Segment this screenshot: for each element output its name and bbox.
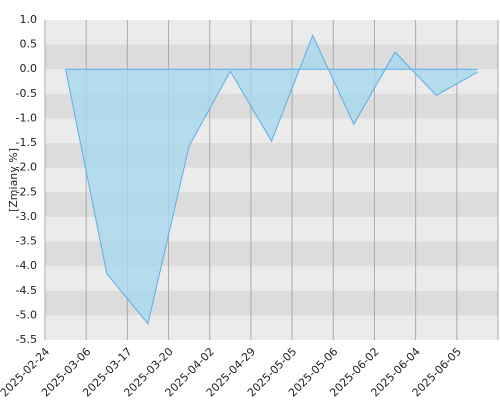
y-tick-label: -2.0: [16, 161, 37, 174]
y-tick-label: -5.0: [16, 308, 37, 321]
y-tick-label: -4.5: [16, 284, 37, 297]
y-tick-label: -1.0: [16, 111, 37, 124]
y-tick-label: -5.5: [16, 333, 37, 346]
y-tick-label: -1.5: [16, 136, 37, 149]
area: [65, 35, 478, 324]
plot-band: [45, 290, 498, 316]
plot-band: [45, 44, 498, 70]
y-tick-label: -0.5: [16, 87, 37, 100]
y-tick-label: -2.5: [16, 185, 37, 198]
y-tick-label: 0.5: [20, 38, 38, 51]
y-tick-label: 0.0: [20, 62, 38, 75]
y-tick-label: 1.0: [20, 13, 38, 26]
y-tick-label: -3.5: [16, 235, 37, 248]
y-tick-label: -4.0: [16, 259, 37, 272]
y-tick-label: -3.0: [16, 210, 37, 223]
y-axis-label: [Zmiany %]: [7, 148, 20, 212]
line: [65, 33, 478, 325]
